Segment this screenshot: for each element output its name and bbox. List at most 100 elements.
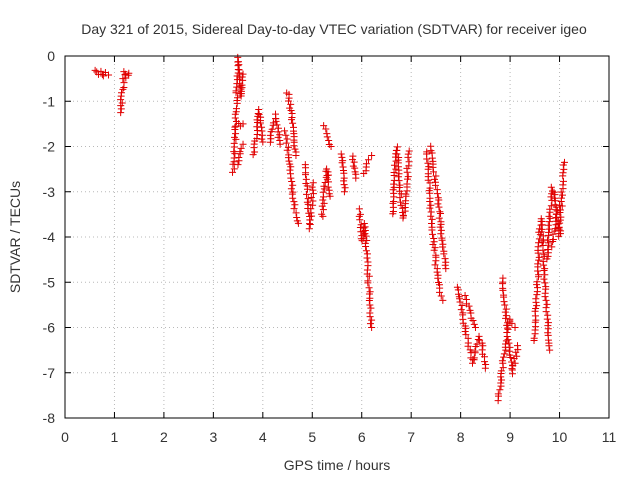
data-point — [543, 297, 550, 304]
data-point — [429, 155, 436, 162]
data-point — [233, 105, 240, 112]
data-point — [319, 197, 326, 204]
data-point — [545, 229, 552, 236]
data-point — [559, 192, 566, 199]
data-point — [289, 120, 296, 127]
data-point — [426, 198, 433, 205]
x-tick-label: 6 — [358, 429, 366, 445]
data-point — [442, 255, 449, 262]
data-point — [307, 217, 314, 224]
data-point — [482, 365, 489, 372]
data-point — [368, 317, 375, 324]
y-tick-label: -8 — [43, 410, 56, 426]
data-point — [286, 167, 293, 174]
data-point — [394, 143, 401, 150]
data-point — [368, 152, 375, 159]
y-tick-label: -6 — [43, 320, 56, 336]
data-point — [303, 191, 310, 198]
data-point — [558, 195, 565, 202]
x-tick-label: 3 — [209, 429, 217, 445]
data-point — [558, 189, 565, 196]
data-point — [497, 379, 504, 386]
data-point — [342, 184, 349, 191]
data-point — [427, 213, 434, 220]
data-point — [356, 205, 363, 212]
data-point — [548, 202, 555, 209]
data-point — [434, 275, 441, 282]
data-point — [320, 189, 327, 196]
x-tick-label: 0 — [61, 429, 69, 445]
data-point — [559, 181, 566, 188]
x-tick-label: 11 — [602, 429, 617, 445]
data-point — [282, 132, 289, 139]
chart-canvas: Day 321 of 2015, Sidereal Day-to-day VTE… — [0, 0, 640, 480]
data-point — [119, 86, 126, 93]
data-point — [356, 216, 363, 223]
data-point — [469, 360, 476, 367]
data-point — [288, 185, 295, 192]
data-point — [503, 329, 510, 336]
data-point — [434, 190, 441, 197]
data-point — [325, 137, 332, 144]
data-point — [439, 297, 446, 304]
x-tick-label: 5 — [308, 429, 316, 445]
data-point — [544, 316, 551, 323]
data-point — [498, 376, 505, 383]
data-point — [429, 231, 436, 238]
chart-title: Day 321 of 2015, Sidereal Day-to-day VTE… — [81, 21, 587, 37]
data-point — [432, 257, 439, 264]
data-point — [436, 289, 443, 296]
data-point — [471, 321, 478, 328]
data-point — [541, 271, 548, 278]
data-point — [362, 243, 369, 250]
x-tick-label: 2 — [160, 429, 168, 445]
data-point — [393, 151, 400, 158]
data-point — [302, 171, 309, 178]
data-point — [544, 301, 551, 308]
data-point — [541, 265, 548, 272]
data-point — [341, 181, 348, 188]
data-point — [235, 154, 242, 161]
axis-ticks: 0 1 2 3 4 5 6 7 8 9 10 11 0 -1 -2 -3 -4 -5 -6 -7 -8 — [43, 48, 617, 445]
data-point — [435, 204, 442, 211]
data-point — [366, 301, 373, 308]
data-point — [476, 333, 483, 340]
data-point — [462, 292, 469, 299]
data-point — [471, 354, 478, 361]
data-point — [366, 284, 373, 291]
data-point — [364, 254, 371, 261]
data-point — [434, 269, 441, 276]
x-tick-label: 10 — [552, 429, 568, 445]
y-tick-label: -3 — [43, 184, 56, 200]
x-tick-label: 8 — [457, 429, 465, 445]
x-tick-label: 9 — [506, 429, 514, 445]
data-point — [434, 200, 441, 207]
data-point — [543, 308, 550, 315]
data-point — [437, 210, 444, 217]
data-point — [546, 347, 553, 354]
x-tick-label: 4 — [259, 429, 267, 445]
data-point — [496, 386, 503, 393]
data-point — [290, 198, 297, 205]
data-point — [395, 170, 402, 177]
data-point — [361, 220, 368, 227]
x-tick-label: 1 — [111, 429, 119, 445]
data-point — [293, 214, 300, 221]
data-point — [545, 325, 552, 332]
y-tick-label: -2 — [43, 139, 56, 155]
data-point — [396, 194, 403, 201]
data-point — [462, 328, 469, 335]
data-point — [292, 152, 299, 159]
data-point — [541, 267, 548, 274]
data-point — [281, 127, 288, 134]
data-point — [259, 132, 266, 139]
data-point — [310, 179, 317, 186]
data-point — [389, 200, 396, 207]
data-point — [395, 173, 402, 180]
data-point — [472, 324, 479, 331]
data-point — [120, 79, 127, 86]
data-point — [546, 226, 553, 233]
data-point — [545, 319, 552, 326]
data-point — [231, 140, 238, 147]
data-point — [367, 305, 374, 312]
